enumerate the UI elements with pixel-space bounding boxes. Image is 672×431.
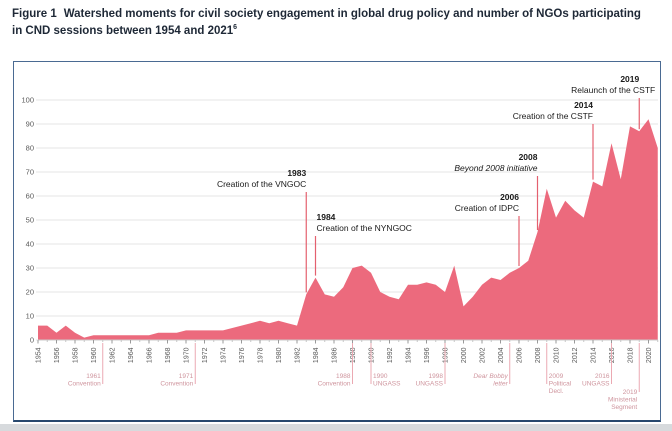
y-tick-label-70: 70 bbox=[26, 168, 34, 177]
x-tick-label-2008: 2008 bbox=[535, 347, 542, 363]
event-text-2016-line2: UNGASS bbox=[582, 381, 610, 388]
y-tick-label-30: 30 bbox=[26, 264, 34, 273]
annotation-text-2019: Relaunch of the CSTF bbox=[571, 85, 655, 95]
annotation-text-1983: Creation of the VNGOC bbox=[217, 179, 306, 189]
x-tick-label-1974: 1974 bbox=[221, 347, 228, 363]
x-tick-label-2012: 2012 bbox=[572, 347, 579, 363]
x-tick-label-2004: 2004 bbox=[498, 347, 505, 363]
x-tick-label-1994: 1994 bbox=[406, 347, 413, 363]
x-tick-label-1992: 1992 bbox=[387, 347, 394, 363]
event-text-2016-line1: 2016 bbox=[595, 373, 610, 380]
page-bottom-strip bbox=[0, 424, 672, 431]
x-tick-label-1998: 1998 bbox=[443, 347, 450, 363]
figure-title-footnote-ref: 6 bbox=[233, 24, 238, 32]
event-text-2009-line3: Decl. bbox=[549, 388, 564, 395]
x-tick-label-1958: 1958 bbox=[73, 347, 80, 363]
x-tick-label-1956: 1956 bbox=[54, 347, 61, 363]
event-text-1971-line2: Convention bbox=[160, 381, 193, 388]
x-tick-label-1954: 1954 bbox=[36, 347, 43, 363]
annotation-year-2014: 2014 bbox=[574, 100, 593, 110]
x-tick-label-2016: 2016 bbox=[609, 347, 616, 363]
x-tick-label-2014: 2014 bbox=[591, 347, 598, 363]
x-tick-label-1960: 1960 bbox=[91, 347, 98, 363]
area-series-ngo-count bbox=[38, 119, 658, 340]
x-tick-label-1964: 1964 bbox=[128, 347, 135, 363]
x-tick-label-1968: 1968 bbox=[165, 347, 172, 363]
event-text-2009-line2: Political bbox=[549, 381, 572, 388]
x-tick-label-2000: 2000 bbox=[461, 347, 468, 363]
x-tick-label-1986: 1986 bbox=[332, 347, 339, 363]
event-text-1961-line2: Convention bbox=[68, 381, 101, 388]
x-tick-label-1982: 1982 bbox=[295, 347, 302, 363]
event-text-1988-line1: 1988 bbox=[336, 373, 351, 380]
annotation-year-1983: 1983 bbox=[287, 168, 306, 178]
event-text-2019-line3: Segment bbox=[611, 404, 637, 411]
x-tick-label-1970: 1970 bbox=[184, 347, 191, 363]
event-text-2019-line1: 2019 bbox=[623, 389, 638, 396]
x-tick-label-1980: 1980 bbox=[276, 347, 283, 363]
x-tick-label-2020: 2020 bbox=[646, 347, 653, 363]
event-text-1990-line2: UNGASS bbox=[373, 381, 401, 388]
y-tick-label-40: 40 bbox=[26, 240, 34, 249]
event-text-2005-line2: letter bbox=[493, 381, 508, 388]
y-tick-label-0: 0 bbox=[30, 336, 34, 345]
annotation-year-2006: 2006 bbox=[500, 192, 519, 202]
x-tick-label-1990: 1990 bbox=[369, 347, 376, 363]
x-tick-label-1996: 1996 bbox=[424, 347, 431, 363]
event-text-1988-line2: Convention bbox=[318, 381, 351, 388]
x-tick-label-1966: 1966 bbox=[147, 347, 154, 363]
event-text-1961-line1: 1961 bbox=[86, 373, 101, 380]
x-tick-label-2002: 2002 bbox=[480, 347, 487, 363]
event-text-2005-line1: Dear Bobby bbox=[473, 373, 508, 380]
annotation-text-1984: Creation of the NYNGOC bbox=[317, 223, 412, 233]
annotation-text-2014: Creation of the CSTF bbox=[513, 111, 593, 121]
x-tick-label-1976: 1976 bbox=[239, 347, 246, 363]
event-text-1998-line2: UNGASS bbox=[416, 381, 444, 388]
annotation-year-1984: 1984 bbox=[317, 212, 336, 222]
y-tick-label-100: 100 bbox=[21, 96, 34, 105]
x-tick-label-1962: 1962 bbox=[110, 347, 117, 363]
event-text-1990-line1: 1990 bbox=[373, 373, 388, 380]
figure-title-text: Watershed moments for civil society enga… bbox=[12, 8, 641, 38]
y-tick-label-90: 90 bbox=[26, 120, 34, 129]
y-tick-label-10: 10 bbox=[26, 312, 34, 321]
figure-title: Figure 1 Watershed moments for civil soci… bbox=[12, 6, 654, 41]
annotation-year-2019: 2019 bbox=[620, 74, 639, 84]
x-tick-label-2010: 2010 bbox=[554, 347, 561, 363]
chart-panel: 1983 Creation of the VNGOC 1984 Creation of… bbox=[13, 61, 661, 422]
x-tick-label-2018: 2018 bbox=[628, 347, 635, 363]
x-tick-label-1988: 1988 bbox=[350, 347, 357, 363]
figure-number: Figure 1 bbox=[12, 8, 57, 20]
x-tick-label-1978: 1978 bbox=[258, 347, 265, 363]
y-tick-label-80: 80 bbox=[26, 144, 34, 153]
x-tick-label-2006: 2006 bbox=[517, 347, 524, 363]
annotation-text-2006: Creation of IDPC bbox=[455, 203, 519, 213]
x-tick-label-1972: 1972 bbox=[202, 347, 209, 363]
y-tick-label-60: 60 bbox=[26, 192, 34, 201]
event-text-2019-line2: Ministerial bbox=[608, 397, 638, 404]
annotation-year-2008: 2008 bbox=[519, 152, 538, 162]
x-tick-label-1984: 1984 bbox=[313, 347, 320, 363]
y-tick-label-50: 50 bbox=[26, 216, 34, 225]
event-text-1998-line1: 1998 bbox=[429, 373, 444, 380]
y-tick-label-20: 20 bbox=[26, 288, 34, 297]
event-text-2009-line1: 2009 bbox=[549, 373, 564, 380]
event-text-1971-line1: 1971 bbox=[179, 373, 194, 380]
annotation-text-2008: Beyond 2008 initiative bbox=[454, 163, 537, 173]
